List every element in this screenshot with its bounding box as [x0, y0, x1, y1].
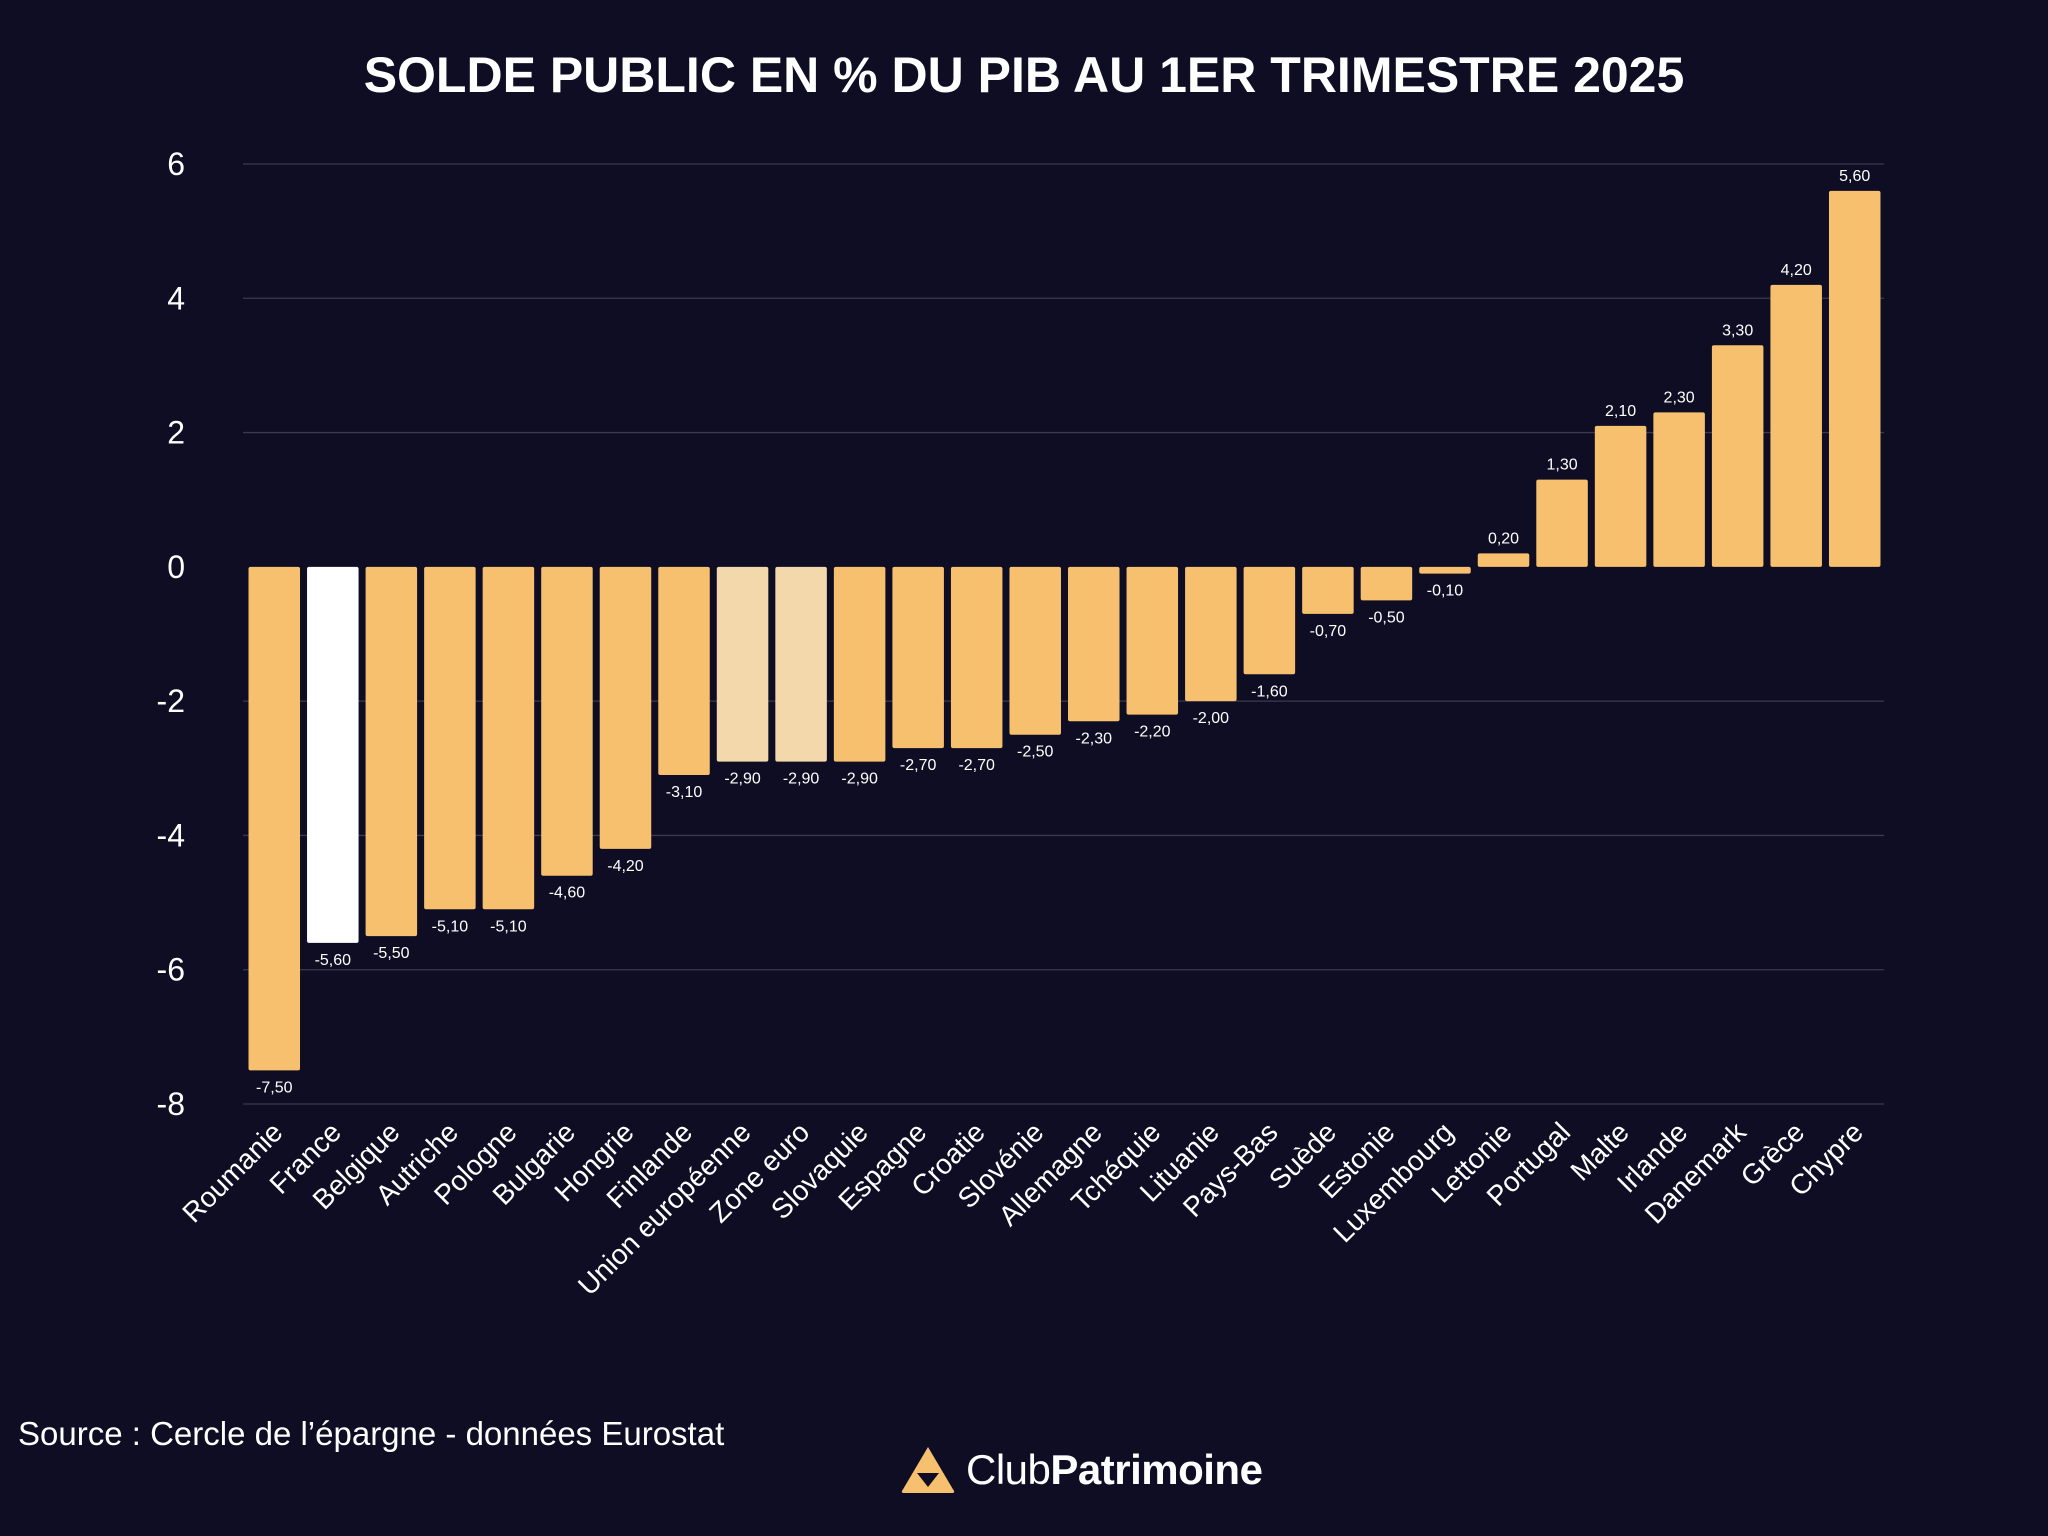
y-tick-label: -6: [157, 952, 185, 988]
data-label: -4,20: [607, 858, 644, 875]
bar: [1302, 566, 1354, 614]
data-label: -2,50: [1017, 744, 1054, 761]
data-label: -2,00: [1193, 710, 1230, 727]
bar: [716, 566, 769, 762]
bar: [1243, 566, 1296, 675]
x-axis-ticks: RoumanieFranceBelgiqueAutrichePologneBul…: [176, 1116, 1869, 1302]
bar: [248, 566, 301, 1071]
bar: [950, 566, 1003, 749]
bar: [307, 566, 359, 943]
data-label: -2,90: [783, 771, 820, 788]
bar: [541, 566, 593, 876]
bar: [599, 566, 652, 849]
y-tick-label: -2: [157, 683, 185, 719]
data-label: -2,90: [724, 771, 761, 788]
brand-name: ClubPatrimoine: [966, 1446, 1263, 1494]
y-axis-ticks: 6 4 2 0 -2 -4 -6 -8: [157, 146, 185, 1122]
data-label: -2,30: [1076, 730, 1113, 747]
bar: [833, 566, 886, 762]
bar: [892, 566, 944, 749]
data-label: 4,20: [1781, 262, 1812, 279]
data-label: 2,10: [1605, 403, 1636, 420]
bar: [1594, 425, 1647, 567]
data-label: -2,20: [1134, 724, 1171, 741]
data-label: -5,60: [315, 952, 352, 969]
data-label: -2,70: [958, 757, 995, 774]
bar: [1653, 412, 1705, 567]
bar: [365, 566, 418, 937]
data-label: -0,70: [1310, 623, 1347, 640]
bar: [1126, 566, 1179, 715]
y-tick-label: -4: [157, 817, 185, 853]
y-tick-label: -8: [157, 1086, 185, 1122]
brand-name-part1: Club: [966, 1446, 1051, 1493]
data-label: 2,30: [1664, 389, 1695, 406]
data-label: 1,30: [1546, 457, 1577, 474]
data-label: -0,10: [1427, 583, 1464, 600]
data-label: 0,20: [1488, 530, 1519, 547]
bar: [1770, 284, 1822, 567]
data-label: -7,50: [256, 1079, 293, 1096]
bar: [1536, 479, 1588, 567]
data-label: -5,50: [373, 945, 410, 962]
y-tick-label: 4: [167, 280, 185, 316]
data-label: -0,50: [1368, 609, 1405, 626]
data-label: -3,10: [666, 784, 703, 801]
data-label: -5,10: [432, 918, 469, 935]
bar: [1068, 566, 1120, 722]
brand-logo: ClubPatrimoine: [900, 1440, 1263, 1500]
bars: [248, 190, 1881, 1071]
source-note: Source : Cercle de l’épargne - données E…: [18, 1415, 725, 1452]
bar: [1360, 566, 1413, 601]
data-label: 3,30: [1722, 322, 1753, 339]
club-patrimoine-logo-icon: [901, 1447, 955, 1493]
data-labels: -7,50 -5,60 -5,50 -5,10 -5,10 -4,60 -4,20 -3,10…: [256, 168, 1870, 1097]
bar: [1009, 566, 1061, 735]
chart-title: SOLDE PUBLIC EN % DU PIB AU 1ER TRIMESTR…: [364, 47, 1685, 103]
bar: [1828, 190, 1881, 567]
data-label: -4,60: [549, 885, 586, 902]
data-label: -2,70: [900, 757, 937, 774]
y-tick-label: 6: [167, 146, 185, 182]
bar: [482, 566, 535, 910]
bar: [424, 566, 476, 910]
bar: [775, 566, 827, 762]
data-label: 5,60: [1839, 168, 1870, 185]
bar: [1477, 553, 1530, 567]
y-tick-label: 0: [167, 549, 185, 585]
y-tick-label: 2: [167, 415, 185, 451]
bar: [658, 566, 710, 775]
bar: [1419, 566, 1471, 574]
data-label: -2,90: [841, 771, 878, 788]
data-label: -1,60: [1251, 683, 1288, 700]
bar: [1185, 566, 1237, 702]
data-label: -5,10: [490, 918, 527, 935]
bar: [1711, 345, 1764, 567]
brand-name-part2: Patrimoine: [1050, 1446, 1263, 1493]
